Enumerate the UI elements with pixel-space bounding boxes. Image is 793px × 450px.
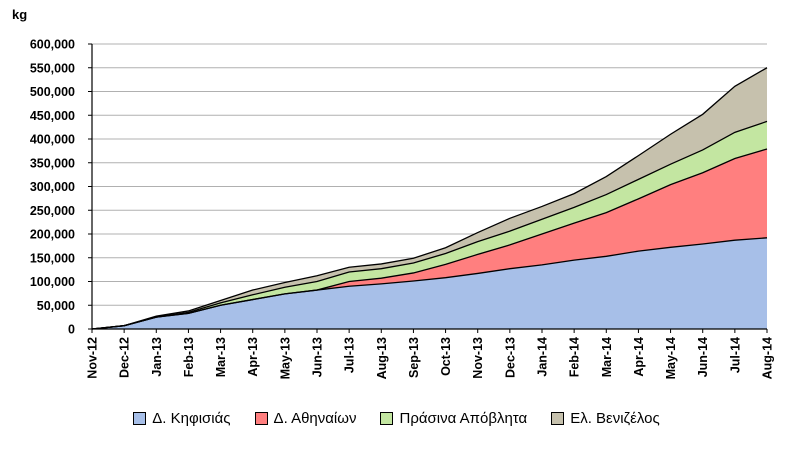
legend-swatch [254, 412, 268, 425]
x-tick-label: Oct-13 [439, 337, 453, 376]
legend-label: Δ. Αθηναίων [273, 410, 357, 427]
x-tick-label: Jun-13 [311, 337, 325, 377]
area-chart: 0 50,000 100,000 150,000 200,000 250,000 300,0… [12, 7, 775, 379]
x-tick-label: Aug-14 [761, 337, 775, 379]
x-tick-label: Jan-14 [536, 337, 550, 377]
y-axis-label: kg [12, 7, 27, 22]
legend-item: Δ. Κηφισιάς [133, 410, 231, 427]
x-tick-label: Jul-13 [343, 337, 357, 373]
series-4-line [91, 67, 768, 330]
x-tick-label: Nov-12 [86, 337, 100, 379]
x-tick-label: Dec-12 [118, 337, 132, 378]
x-tick-label: Feb-13 [182, 337, 196, 377]
x-tick-label: Jun-14 [696, 337, 710, 377]
axes [88, 43, 768, 333]
y-tick-label: 150,000 [30, 251, 75, 265]
x-tick-label: May-13 [278, 337, 292, 379]
legend-swatch [551, 412, 565, 425]
x-tick-label: Dec-13 [503, 337, 517, 378]
x-tick-label: Apr-13 [246, 337, 260, 377]
legend-swatch [380, 412, 394, 425]
y-tick-label: 0 [68, 323, 75, 337]
series-areas [92, 67, 767, 329]
x-tick-label: Mar-14 [600, 337, 614, 377]
x-tick-label: Jul-14 [728, 337, 742, 373]
y-tick-label: 450,000 [30, 109, 75, 123]
x-tick-labels: Nov-12 Dec-12 Jan-13 Feb-13 Mar-13 Apr-13 May-… [86, 337, 775, 379]
legend-label: Ελ. Βενιζέλος [570, 410, 660, 427]
series-lines [91, 67, 768, 330]
legend-swatch [133, 412, 147, 425]
x-tick-label: Feb-14 [568, 337, 582, 377]
x-tick-label: Nov-13 [471, 337, 485, 379]
x-tick-label: Jan-13 [150, 337, 164, 377]
y-tick-label: 250,000 [30, 204, 75, 218]
y-tick-label: 500,000 [30, 85, 75, 99]
x-tick-label: May-14 [664, 337, 678, 379]
y-tick-label: 300,000 [30, 180, 75, 194]
y-tick-label: 600,000 [30, 38, 75, 52]
x-tick-label: Aug-13 [375, 337, 389, 379]
y-tick-label: 50,000 [37, 299, 75, 313]
legend-item: Ελ. Βενιζέλος [551, 410, 660, 427]
legend-label: Πράσινα Απόβλητα [399, 410, 528, 427]
y-tick-label: 100,000 [30, 275, 75, 289]
x-tick-label: Mar-13 [214, 337, 228, 377]
legend-item: Δ. Αθηναίων [254, 410, 357, 427]
series-2-area [92, 148, 767, 329]
y-tick-label: 200,000 [30, 228, 75, 242]
series-2-line [91, 148, 768, 330]
y-tick-label: 350,000 [30, 156, 75, 170]
legend-label: Δ. Κηφισιάς [152, 410, 231, 427]
grid-lines [92, 43, 767, 330]
legend: Δ. Κηφισιάς Δ. Αθηναίων Πράσινα Απόβλητα Ελ… [0, 410, 793, 427]
y-tick-label: 400,000 [30, 133, 75, 147]
y-tick-labels: 0 50,000 100,000 150,000 200,000 250,000 300,0… [30, 38, 75, 337]
series-3-line [91, 120, 768, 330]
x-tick-label: Apr-14 [632, 337, 646, 377]
x-tick-label: Sep-13 [407, 337, 421, 378]
series-1-area [92, 237, 767, 329]
y-tick-label: 550,000 [30, 61, 75, 75]
legend-item: Πράσινα Απόβλητα [380, 410, 527, 427]
